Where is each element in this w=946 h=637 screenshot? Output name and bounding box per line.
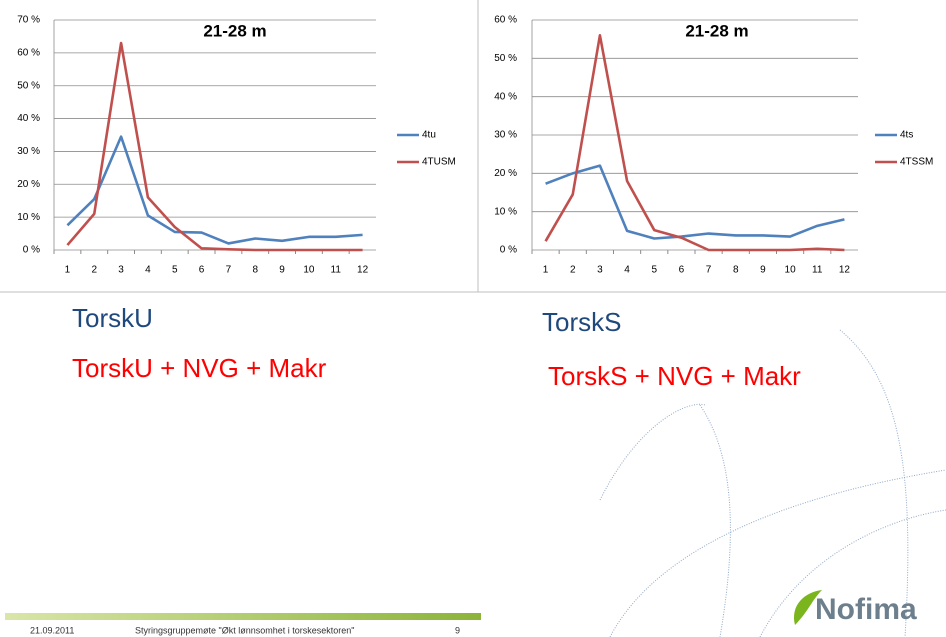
series-label: TorskS	[542, 307, 621, 337]
series-line	[66, 135, 363, 245]
x-tick-label: 2	[91, 265, 97, 276]
x-tick-label: 12	[357, 265, 369, 276]
y-tick-label: 30 %	[494, 130, 517, 141]
x-tick-label: 5	[651, 265, 657, 276]
chart-title: 21-28 m	[685, 21, 748, 40]
y-tick-label: 60 %	[494, 15, 517, 26]
footer-page: 9	[455, 625, 460, 635]
legend-label: 4tu	[422, 130, 436, 141]
y-tick-label: 40 %	[17, 113, 40, 124]
y-tick-label: 20 %	[494, 168, 517, 179]
x-tick-label: 7	[226, 265, 232, 276]
legend-label: 4ts	[900, 130, 913, 141]
y-tick-label: 50 %	[494, 53, 517, 64]
x-tick-label: 12	[839, 265, 851, 276]
logo: Nofima	[815, 593, 917, 626]
x-tick-label: 8	[733, 265, 739, 276]
decoration	[599, 329, 946, 637]
x-tick-label: 7	[706, 265, 712, 276]
x-tick-label: 11	[331, 265, 342, 276]
legend-label: 4TSSM	[900, 157, 933, 168]
x-tick-label: 4	[624, 265, 630, 276]
y-tick-label: 0 %	[23, 245, 40, 256]
y-tick-label: 50 %	[17, 80, 40, 91]
series-line	[545, 164, 845, 240]
x-tick-label: 1	[543, 265, 549, 276]
x-tick-label: 3	[597, 265, 603, 276]
y-tick-label: 30 %	[17, 146, 40, 157]
y-tick-label: 10 %	[494, 206, 517, 217]
y-tick-label: 20 %	[17, 179, 40, 190]
series-line	[66, 41, 363, 252]
y-tick-label: 70 %	[17, 15, 40, 26]
x-tick-label: 5	[172, 265, 178, 276]
x-tick-label: 1	[65, 265, 71, 276]
x-tick-label: 2	[570, 265, 576, 276]
series-label: TorskU + NVG + Makr	[72, 353, 327, 383]
footer-date: 21.09.2011	[30, 625, 74, 635]
legend-label: 4TUSM	[422, 157, 456, 168]
series-label: TorskU	[72, 303, 153, 333]
x-tick-label: 9	[279, 265, 285, 276]
x-tick-label: 9	[760, 265, 766, 276]
chart-title: 21-28 m	[203, 21, 266, 40]
footer-title: Styringsgruppemøte "Økt lønnsomhet i tor…	[135, 625, 354, 635]
x-tick-label: 11	[812, 265, 823, 276]
x-tick-label: 10	[785, 265, 797, 276]
series-label: TorskS + NVG + Makr	[548, 361, 801, 391]
x-tick-label: 6	[679, 265, 685, 276]
y-tick-label: 60 %	[17, 47, 40, 58]
y-tick-label: 0 %	[500, 245, 517, 256]
footer-bar	[5, 613, 481, 620]
series-line	[544, 34, 845, 252]
x-tick-label: 10	[303, 265, 315, 276]
x-tick-label: 4	[145, 265, 151, 276]
y-tick-label: 40 %	[494, 91, 517, 102]
x-tick-label: 3	[118, 265, 124, 276]
logo-leaf	[794, 590, 822, 625]
y-tick-label: 10 %	[17, 212, 40, 223]
x-tick-label: 6	[199, 265, 205, 276]
x-tick-label: 8	[252, 265, 258, 276]
